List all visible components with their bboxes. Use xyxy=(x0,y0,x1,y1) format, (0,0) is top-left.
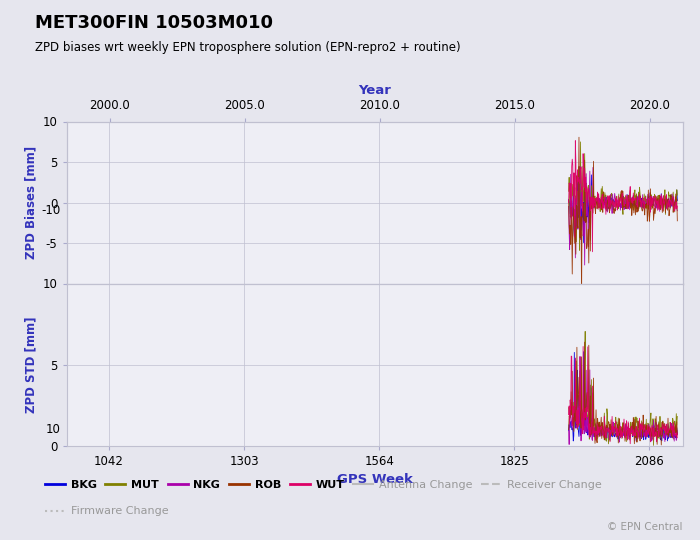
Text: © EPN Central: © EPN Central xyxy=(607,522,682,532)
Text: ZPD biases wrt weekly EPN troposphere solution (EPN-repro2 + routine): ZPD biases wrt weekly EPN troposphere so… xyxy=(35,40,461,53)
Y-axis label: ZPD Biases [mm]: ZPD Biases [mm] xyxy=(24,146,37,259)
X-axis label: GPS Week: GPS Week xyxy=(337,473,412,486)
Text: -10: -10 xyxy=(41,204,60,217)
Text: MET300FIN 10503M010: MET300FIN 10503M010 xyxy=(35,14,273,31)
Legend: Firmware Change: Firmware Change xyxy=(41,502,173,521)
Text: 10: 10 xyxy=(46,423,60,436)
Legend: BKG, MUT, NKG, ROB, WUT, Antenna Change, Receiver Change: BKG, MUT, NKG, ROB, WUT, Antenna Change,… xyxy=(41,475,606,494)
X-axis label: Year: Year xyxy=(358,84,391,97)
Y-axis label: ZPD STD [mm]: ZPD STD [mm] xyxy=(24,316,37,413)
